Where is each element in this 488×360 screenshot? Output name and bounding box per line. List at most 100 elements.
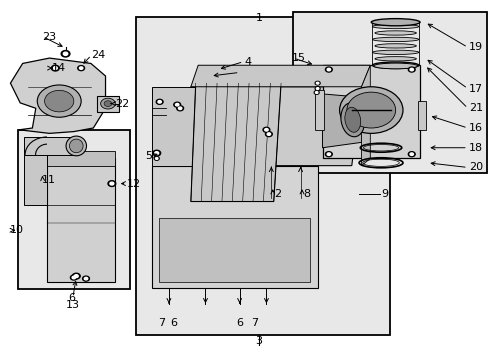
Ellipse shape bbox=[374, 57, 415, 61]
Circle shape bbox=[315, 81, 320, 85]
Circle shape bbox=[409, 153, 413, 156]
Circle shape bbox=[409, 68, 413, 71]
Text: 14: 14 bbox=[52, 63, 66, 73]
Polygon shape bbox=[10, 58, 105, 134]
Ellipse shape bbox=[344, 107, 360, 132]
Circle shape bbox=[158, 100, 161, 103]
Circle shape bbox=[61, 50, 70, 57]
Circle shape bbox=[314, 91, 319, 94]
Ellipse shape bbox=[373, 63, 417, 69]
Circle shape bbox=[156, 99, 163, 104]
Circle shape bbox=[155, 152, 158, 154]
Polygon shape bbox=[24, 155, 47, 205]
Circle shape bbox=[346, 92, 395, 128]
Circle shape bbox=[154, 157, 159, 160]
Text: 6: 6 bbox=[236, 318, 243, 328]
Circle shape bbox=[84, 277, 87, 280]
Text: 3: 3 bbox=[255, 336, 262, 346]
Text: 7: 7 bbox=[158, 318, 165, 328]
Circle shape bbox=[72, 276, 75, 279]
Circle shape bbox=[326, 153, 330, 156]
Ellipse shape bbox=[372, 62, 418, 68]
Text: 10: 10 bbox=[9, 225, 23, 235]
Ellipse shape bbox=[372, 63, 418, 67]
Circle shape bbox=[72, 273, 80, 279]
Text: 21: 21 bbox=[468, 103, 482, 113]
Text: 18: 18 bbox=[468, 143, 482, 153]
Text: 9: 9 bbox=[380, 189, 387, 199]
Ellipse shape bbox=[372, 24, 418, 29]
Circle shape bbox=[173, 102, 180, 107]
Circle shape bbox=[325, 67, 331, 72]
Polygon shape bbox=[322, 94, 365, 148]
Ellipse shape bbox=[374, 31, 415, 35]
Circle shape bbox=[44, 90, 74, 112]
Text: 13: 13 bbox=[66, 300, 80, 310]
Bar bbox=[97, 96, 119, 112]
Polygon shape bbox=[159, 218, 310, 282]
Circle shape bbox=[265, 132, 272, 136]
Ellipse shape bbox=[66, 136, 86, 156]
Bar bbox=[315, 90, 324, 130]
Text: 6: 6 bbox=[170, 318, 177, 328]
Text: 24: 24 bbox=[91, 50, 105, 60]
Bar bbox=[136, 17, 389, 335]
Ellipse shape bbox=[340, 103, 364, 137]
Polygon shape bbox=[190, 83, 281, 202]
Text: 15: 15 bbox=[292, 53, 305, 63]
Circle shape bbox=[108, 181, 116, 186]
Circle shape bbox=[79, 67, 82, 69]
Bar bbox=[293, 12, 487, 173]
Polygon shape bbox=[152, 166, 317, 288]
Circle shape bbox=[316, 87, 318, 89]
Circle shape bbox=[339, 87, 402, 134]
Circle shape bbox=[74, 275, 78, 278]
Text: 5: 5 bbox=[144, 150, 152, 161]
Circle shape bbox=[110, 182, 114, 185]
Bar bbox=[18, 130, 130, 289]
Polygon shape bbox=[322, 65, 419, 158]
Circle shape bbox=[175, 103, 179, 106]
Ellipse shape bbox=[372, 50, 418, 54]
Ellipse shape bbox=[69, 139, 83, 153]
Text: 11: 11 bbox=[42, 175, 56, 185]
Circle shape bbox=[53, 67, 57, 69]
Text: 2: 2 bbox=[273, 189, 280, 199]
Text: 6: 6 bbox=[68, 293, 75, 303]
Polygon shape bbox=[24, 137, 76, 155]
Circle shape bbox=[315, 91, 317, 93]
Polygon shape bbox=[47, 151, 115, 166]
Text: 22: 22 bbox=[115, 99, 129, 109]
Circle shape bbox=[82, 276, 89, 281]
Text: 4: 4 bbox=[244, 57, 251, 67]
Circle shape bbox=[325, 152, 331, 157]
Text: 1: 1 bbox=[255, 13, 262, 23]
Circle shape bbox=[316, 82, 318, 84]
Circle shape bbox=[63, 52, 68, 55]
Circle shape bbox=[101, 98, 115, 109]
Circle shape bbox=[326, 68, 330, 71]
Circle shape bbox=[315, 87, 320, 90]
Circle shape bbox=[78, 66, 84, 71]
Text: 23: 23 bbox=[42, 32, 56, 41]
Circle shape bbox=[153, 150, 160, 156]
Text: 19: 19 bbox=[468, 42, 482, 52]
Circle shape bbox=[70, 275, 77, 280]
Text: 7: 7 bbox=[250, 318, 257, 328]
Text: 20: 20 bbox=[468, 162, 482, 172]
Circle shape bbox=[155, 158, 158, 159]
Polygon shape bbox=[152, 87, 205, 166]
Polygon shape bbox=[190, 87, 361, 166]
Text: 16: 16 bbox=[468, 123, 482, 133]
Circle shape bbox=[407, 67, 414, 72]
Polygon shape bbox=[361, 65, 369, 166]
Text: 17: 17 bbox=[468, 84, 482, 94]
Circle shape bbox=[37, 85, 81, 117]
Circle shape bbox=[407, 152, 414, 157]
Circle shape bbox=[104, 101, 112, 107]
Circle shape bbox=[51, 65, 59, 71]
Bar bbox=[417, 101, 426, 130]
Circle shape bbox=[266, 133, 270, 135]
Ellipse shape bbox=[372, 37, 418, 41]
Ellipse shape bbox=[374, 44, 415, 48]
